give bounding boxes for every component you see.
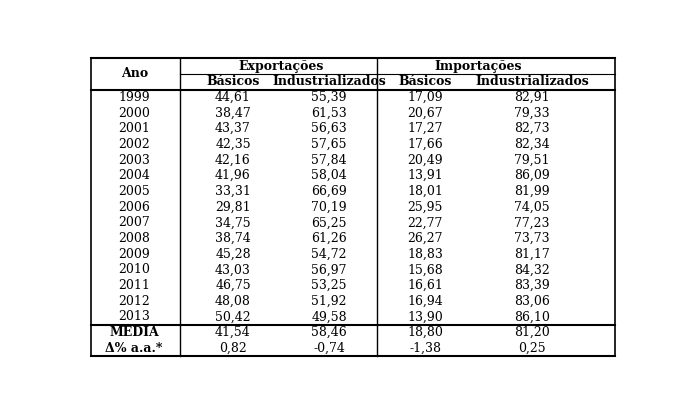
Text: 79,51: 79,51 bbox=[514, 153, 550, 166]
Text: 70,19: 70,19 bbox=[311, 201, 347, 214]
Text: 65,25: 65,25 bbox=[311, 216, 347, 229]
Text: 53,25: 53,25 bbox=[311, 279, 347, 292]
Text: 74,05: 74,05 bbox=[514, 201, 550, 214]
Text: Importações: Importações bbox=[435, 59, 522, 72]
Text: 2004: 2004 bbox=[119, 169, 150, 182]
Text: 43,03: 43,03 bbox=[215, 263, 251, 276]
Text: 77,23: 77,23 bbox=[514, 216, 550, 229]
Text: 83,06: 83,06 bbox=[514, 295, 550, 308]
Text: 15,68: 15,68 bbox=[407, 263, 443, 276]
Text: 16,94: 16,94 bbox=[407, 295, 443, 308]
Text: 13,90: 13,90 bbox=[407, 310, 443, 323]
Text: 57,84: 57,84 bbox=[311, 153, 347, 166]
Text: 20,49: 20,49 bbox=[407, 153, 443, 166]
Text: -1,38: -1,38 bbox=[409, 341, 441, 354]
Text: 18,01: 18,01 bbox=[407, 185, 443, 198]
Text: 66,69: 66,69 bbox=[311, 185, 347, 198]
Text: 2007: 2007 bbox=[119, 216, 150, 229]
Text: 26,27: 26,27 bbox=[407, 232, 443, 245]
Text: 17,27: 17,27 bbox=[407, 122, 443, 135]
Text: 41,54: 41,54 bbox=[215, 326, 251, 339]
Text: 83,39: 83,39 bbox=[514, 279, 550, 292]
Text: 29,81: 29,81 bbox=[215, 201, 251, 214]
Text: Industrializados: Industrializados bbox=[272, 75, 386, 88]
Text: 79,33: 79,33 bbox=[514, 107, 550, 120]
Text: 56,97: 56,97 bbox=[311, 263, 347, 276]
Text: 2003: 2003 bbox=[119, 153, 150, 166]
Text: 2010: 2010 bbox=[119, 263, 150, 276]
Text: 44,61: 44,61 bbox=[215, 91, 251, 104]
Text: 73,73: 73,73 bbox=[514, 232, 550, 245]
Text: 57,65: 57,65 bbox=[311, 138, 347, 151]
Text: 2006: 2006 bbox=[119, 201, 150, 214]
Text: 82,34: 82,34 bbox=[514, 138, 550, 151]
Text: 46,75: 46,75 bbox=[215, 279, 251, 292]
Text: 82,73: 82,73 bbox=[514, 122, 550, 135]
Text: 2008: 2008 bbox=[119, 232, 150, 245]
Text: 61,26: 61,26 bbox=[311, 232, 347, 245]
Text: 41,96: 41,96 bbox=[215, 169, 251, 182]
Text: 2000: 2000 bbox=[119, 107, 150, 120]
Text: 84,32: 84,32 bbox=[514, 263, 550, 276]
Text: 81,20: 81,20 bbox=[514, 326, 550, 339]
Text: 45,28: 45,28 bbox=[215, 247, 251, 260]
Text: 42,16: 42,16 bbox=[215, 153, 251, 166]
Text: 17,66: 17,66 bbox=[407, 138, 443, 151]
Text: 13,91: 13,91 bbox=[407, 169, 443, 182]
Text: 81,17: 81,17 bbox=[514, 247, 550, 260]
Text: 61,53: 61,53 bbox=[311, 107, 347, 120]
Text: 51,92: 51,92 bbox=[311, 295, 347, 308]
Text: 56,63: 56,63 bbox=[311, 122, 347, 135]
Text: 18,80: 18,80 bbox=[407, 326, 443, 339]
Text: Básicos: Básicos bbox=[398, 75, 452, 88]
Text: 20,67: 20,67 bbox=[407, 107, 443, 120]
Text: 38,74: 38,74 bbox=[215, 232, 251, 245]
Text: Ano: Ano bbox=[121, 68, 147, 81]
Text: 50,42: 50,42 bbox=[215, 310, 251, 323]
Text: 33,31: 33,31 bbox=[215, 185, 251, 198]
Text: 17,09: 17,09 bbox=[407, 91, 443, 104]
Text: 2001: 2001 bbox=[119, 122, 150, 135]
Text: 34,75: 34,75 bbox=[215, 216, 251, 229]
Text: 0,82: 0,82 bbox=[219, 341, 247, 354]
Text: 49,58: 49,58 bbox=[311, 310, 347, 323]
Text: 16,61: 16,61 bbox=[407, 279, 443, 292]
Text: 48,08: 48,08 bbox=[215, 295, 251, 308]
Text: 2012: 2012 bbox=[119, 295, 150, 308]
Text: MÉDIA: MÉDIA bbox=[110, 326, 159, 339]
Text: 2009: 2009 bbox=[119, 247, 150, 260]
Text: 38,47: 38,47 bbox=[215, 107, 251, 120]
Text: -0,74: -0,74 bbox=[313, 341, 345, 354]
Text: Δ% a.a.*: Δ% a.a.* bbox=[105, 341, 163, 354]
Text: 25,95: 25,95 bbox=[407, 201, 443, 214]
Text: Industrializados: Industrializados bbox=[475, 75, 589, 88]
Text: 55,39: 55,39 bbox=[311, 91, 347, 104]
Text: 82,91: 82,91 bbox=[514, 91, 550, 104]
Text: 1999: 1999 bbox=[119, 91, 150, 104]
Text: 18,83: 18,83 bbox=[407, 247, 443, 260]
Text: 22,77: 22,77 bbox=[407, 216, 443, 229]
Text: Básicos: Básicos bbox=[206, 75, 260, 88]
Text: 81,99: 81,99 bbox=[514, 185, 550, 198]
Text: 2002: 2002 bbox=[119, 138, 150, 151]
Text: 2013: 2013 bbox=[119, 310, 150, 323]
Text: 43,37: 43,37 bbox=[215, 122, 251, 135]
Text: 58,04: 58,04 bbox=[311, 169, 347, 182]
Text: 54,72: 54,72 bbox=[311, 247, 347, 260]
Text: 2011: 2011 bbox=[119, 279, 150, 292]
Text: 0,25: 0,25 bbox=[518, 341, 546, 354]
Text: 2005: 2005 bbox=[119, 185, 150, 198]
Text: Exportações: Exportações bbox=[238, 59, 324, 72]
Text: 58,46: 58,46 bbox=[311, 326, 347, 339]
Text: 86,09: 86,09 bbox=[514, 169, 550, 182]
Text: 86,10: 86,10 bbox=[514, 310, 550, 323]
Text: 42,35: 42,35 bbox=[215, 138, 251, 151]
